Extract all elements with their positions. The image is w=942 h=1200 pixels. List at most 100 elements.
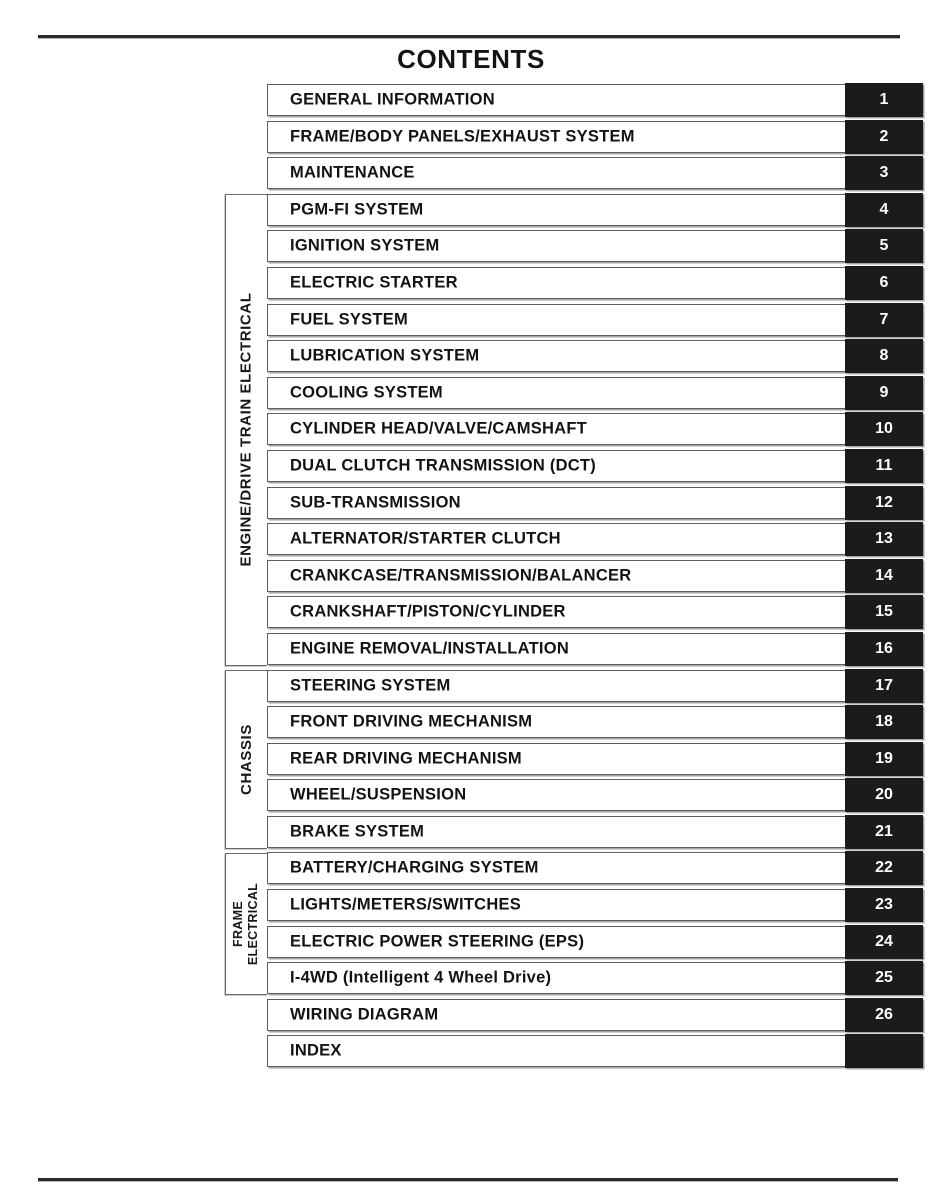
toc-row-number-tab[interactable]: 18	[845, 705, 923, 740]
toc-row-number-tab[interactable]: 20	[845, 778, 923, 813]
toc-row-plate[interactable]: BATTERY/CHARGING SYSTEM	[267, 852, 923, 885]
toc-row-plate[interactable]: CRANKCASE/TRANSMISSION/BALANCER	[267, 559, 923, 592]
toc-row[interactable]: SUB-TRANSMISSION 12	[0, 485, 942, 523]
toc-row-number-tab[interactable]: 16	[845, 631, 923, 666]
toc-row-number-tab[interactable]: 6	[845, 265, 923, 300]
toc-row-number: 21	[875, 822, 893, 840]
toc-row[interactable]: LIGHTS/METERS/SWITCHES 23	[0, 888, 942, 925]
toc-row-number-tab[interactable]: 4	[845, 192, 923, 227]
toc-row-number: 2	[879, 127, 889, 145]
toc-row-number-tab[interactable]: 24	[845, 924, 923, 959]
toc-row-plate[interactable]: INDEX	[267, 1035, 923, 1068]
toc-row[interactable]: GENERAL INFORMATION 1	[0, 83, 942, 120]
toc-row[interactable]: ALTERNATOR/STARTER CLUTCH 13	[0, 522, 942, 559]
toc-row-plate[interactable]: BRAKE SYSTEM	[267, 815, 923, 848]
toc-row-plate[interactable]: REAR DRIVING MECHANISM	[267, 742, 923, 775]
toc-row[interactable]: BATTERY/CHARGING SYSTEM 22	[0, 851, 942, 888]
toc-row-number-tab[interactable]: 14	[845, 558, 923, 593]
toc-row-plate[interactable]: CYLINDER HEAD/VALVE/CAMSHAFT	[267, 413, 923, 446]
toc-row[interactable]: I-4WD (Intelligent 4 Wheel Drive) 25	[0, 961, 942, 998]
toc-row-plate[interactable]: ENGINE REMOVAL/INSTALLATION	[267, 632, 923, 665]
toc-row-number-tab[interactable]: 1	[845, 83, 923, 117]
toc-row-number: 23	[875, 896, 893, 914]
toc-row[interactable]: INDEX	[0, 1034, 942, 1071]
toc-row[interactable]: STEERING SYSTEM 17	[0, 668, 942, 706]
toc-row-number-tab[interactable]: 15	[845, 595, 923, 630]
toc-row[interactable]: REAR DRIVING MECHANISM 19	[0, 741, 942, 779]
toc-row-plate[interactable]: FRONT DRIVING MECHANISM	[267, 706, 923, 739]
toc-row-number-tab[interactable]: 10	[845, 412, 923, 447]
toc-row-number-tab[interactable]: 26	[845, 997, 923, 1032]
toc-row-plate[interactable]: ELECTRIC POWER STEERING (EPS)	[267, 925, 923, 958]
toc-row-number: 3	[879, 164, 889, 182]
toc-row-title: CRANKCASE/TRANSMISSION/BALANCER	[290, 566, 632, 585]
toc-row-number-tab[interactable]: 17	[845, 668, 923, 703]
toc-row-plate[interactable]: MAINTENANCE	[267, 157, 923, 190]
toc-row-number-tab[interactable]: 21	[845, 814, 923, 849]
toc-row[interactable]: BRAKE SYSTEM 21	[0, 814, 942, 852]
toc-row[interactable]: DUAL CLUTCH TRANSMISSION (DCT) 11	[0, 448, 942, 486]
toc-row-number: 7	[879, 310, 889, 328]
toc-row-plate[interactable]: IGNITION SYSTEM	[267, 230, 923, 263]
toc-row-number-tab[interactable]	[845, 1034, 923, 1069]
toc-row[interactable]: COOLING SYSTEM 9	[0, 375, 942, 413]
toc-row-number-tab[interactable]: 19	[845, 741, 923, 776]
toc-row[interactable]: ENGINE REMOVAL/INSTALLATION 16	[0, 631, 942, 669]
toc-row-number-tab[interactable]: 3	[845, 156, 923, 191]
toc-row-title: PGM-FI SYSTEM	[290, 200, 424, 219]
toc-row-plate[interactable]: ELECTRIC STARTER	[267, 266, 923, 299]
toc-row-plate[interactable]: WIRING DIAGRAM	[267, 998, 923, 1031]
toc-row-title: WHEEL/SUSPENSION	[290, 785, 467, 804]
toc-row[interactable]: ELECTRIC STARTER 6	[0, 265, 942, 303]
toc-row[interactable]: WIRING DIAGRAM 26	[0, 997, 942, 1035]
page-title: CONTENTS	[397, 44, 545, 74]
toc-row-plate[interactable]: DUAL CLUTCH TRANSMISSION (DCT)	[267, 449, 923, 482]
toc-row-number-tab[interactable]: 13	[845, 522, 923, 557]
toc-row[interactable]: FRAME/BODY PANELS/EXHAUST SYSTEM 2	[0, 119, 942, 157]
toc-row-plate[interactable]: WHEEL/SUSPENSION	[267, 779, 923, 812]
group-bracket-label: ENGINE/DRIVE TRAIN ELECTRICAL	[238, 292, 256, 567]
toc-row-number-tab[interactable]: 25	[845, 961, 923, 996]
toc-row-number-tab[interactable]: 8	[845, 339, 923, 374]
toc-row-number: 26	[875, 1005, 893, 1023]
bottom-rule	[38, 1178, 898, 1181]
toc-row-number: 15	[875, 603, 893, 621]
toc-row-plate[interactable]: LIGHTS/METERS/SWITCHES	[267, 889, 923, 922]
toc-row[interactable]: CRANKCASE/TRANSMISSION/BALANCER 14	[0, 558, 942, 596]
toc-row-plate[interactable]: SUB-TRANSMISSION	[267, 486, 923, 519]
toc-row-number: 17	[875, 676, 893, 694]
toc-row-number-tab[interactable]: 5	[845, 229, 923, 264]
toc-row-plate[interactable]: FUEL SYSTEM	[267, 303, 923, 336]
toc-row-plate[interactable]: ALTERNATOR/STARTER CLUTCH	[267, 523, 923, 556]
toc-row-plate[interactable]: STEERING SYSTEM	[267, 669, 923, 702]
toc-row-number: 22	[875, 859, 893, 877]
toc-row[interactable]: ELECTRIC POWER STEERING (EPS) 24	[0, 924, 942, 962]
toc-row-number-tab[interactable]: 11	[845, 448, 923, 483]
group-bracket-label-wrap: ENGINE/DRIVE TRAIN ELECTRICAL	[226, 195, 267, 665]
toc-row-title: REAR DRIVING MECHANISM	[290, 749, 522, 768]
toc-row-number-tab[interactable]: 2	[845, 119, 923, 154]
toc-row[interactable]: IGNITION SYSTEM 5	[0, 229, 942, 266]
top-rule	[38, 35, 900, 38]
toc-row-number-tab[interactable]: 12	[845, 485, 923, 520]
toc-row-plate[interactable]: I-4WD (Intelligent 4 Wheel Drive)	[267, 962, 923, 995]
toc-row[interactable]: FRONT DRIVING MECHANISM 18	[0, 705, 942, 742]
toc-row-plate[interactable]: LUBRICATION SYSTEM	[267, 340, 923, 373]
toc-row[interactable]: WHEEL/SUSPENSION 20	[0, 778, 942, 815]
toc-row[interactable]: FUEL SYSTEM 7	[0, 302, 942, 340]
toc-row[interactable]: LUBRICATION SYSTEM 8	[0, 339, 942, 376]
toc-row-plate[interactable]: GENERAL INFORMATION	[267, 84, 923, 116]
toc-row-number-tab[interactable]: 22	[845, 851, 923, 886]
toc-row[interactable]: CRANKSHAFT/PISTON/CYLINDER 15	[0, 595, 942, 632]
toc-row-plate[interactable]: FRAME/BODY PANELS/EXHAUST SYSTEM	[267, 120, 923, 153]
toc-row-plate[interactable]: CRANKSHAFT/PISTON/CYLINDER	[267, 596, 923, 629]
toc-row[interactable]: PGM-FI SYSTEM 4	[0, 192, 942, 230]
toc-row-plate[interactable]: PGM-FI SYSTEM	[267, 193, 923, 226]
toc-row[interactable]: MAINTENANCE 3	[0, 156, 942, 193]
toc-row-title: BRAKE SYSTEM	[290, 822, 425, 841]
toc-row-number-tab[interactable]: 23	[845, 888, 923, 923]
toc-row-plate[interactable]: COOLING SYSTEM	[267, 376, 923, 409]
toc-row-number-tab[interactable]: 7	[845, 302, 923, 337]
toc-row[interactable]: CYLINDER HEAD/VALVE/CAMSHAFT 10	[0, 412, 942, 449]
toc-row-number-tab[interactable]: 9	[845, 375, 923, 410]
